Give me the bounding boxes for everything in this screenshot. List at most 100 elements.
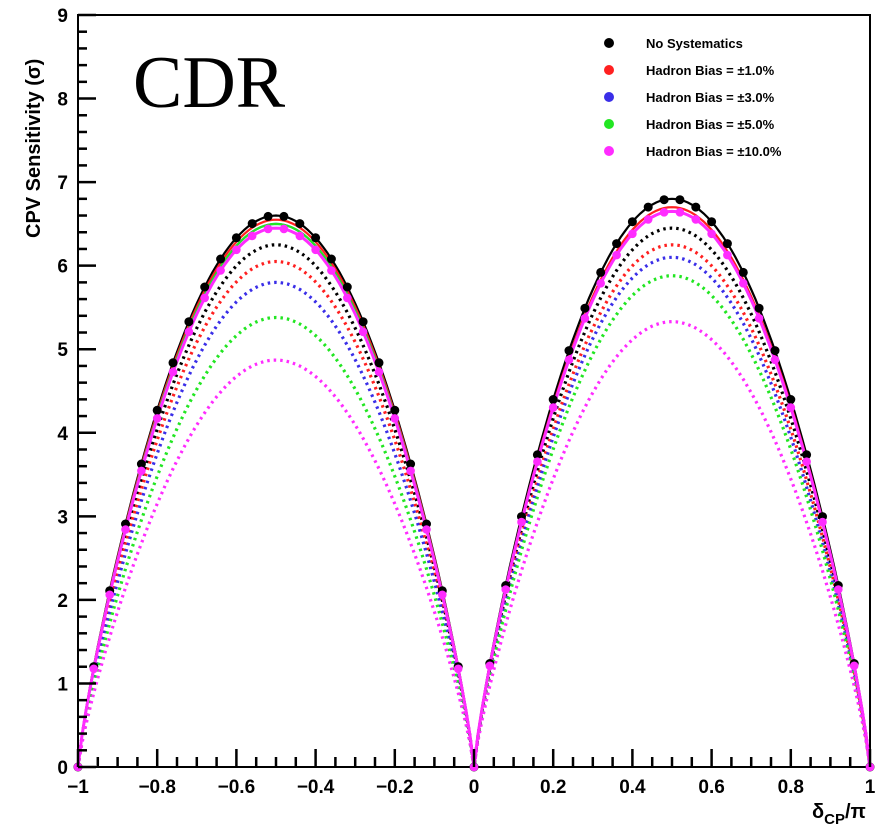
data-point [548,395,558,404]
plot-frame [77,14,871,768]
legend-label: Hadron Bias = ±5.0% [646,117,775,132]
data-point [723,250,732,260]
x-tick-label: −0.6 [218,777,256,798]
data-point [628,229,637,239]
data-point [311,233,321,243]
data-point [326,254,336,264]
data-point [216,266,225,275]
data-point [168,367,178,377]
legend-label: Hadron Bias = ±10.0% [646,144,782,159]
data-point [184,317,194,327]
data-point [596,279,605,288]
data-point [374,358,384,368]
data-point [295,231,305,241]
data-point [406,466,415,476]
data-point [438,590,447,600]
data-point [643,215,653,224]
y-axis-title: CPV Sensitivity (σ) [23,59,45,238]
y-tick-label: 3 [57,507,68,528]
data-point [152,414,162,423]
data-point [485,661,495,671]
data-point [834,585,843,594]
x-tick-label: −0.2 [376,777,414,798]
legend-marker [604,65,614,75]
data-point [231,233,241,243]
data-point [232,245,241,255]
y-tick-label: 5 [57,340,68,361]
data-point [342,282,352,292]
data-point [612,250,621,260]
data-point [279,211,289,221]
x-tick-label: 1 [865,777,876,798]
data-point [200,282,210,292]
x-tick-label: −0.8 [138,777,176,798]
data-point [739,279,748,288]
data-point [89,664,99,674]
legend-marker [604,92,614,102]
cdr-annotation: CDR [133,42,286,124]
legend-label: Hadron Bias = ±1.0% [646,63,775,78]
data-point [247,231,257,241]
data-point [802,457,811,467]
data-point [580,314,590,323]
legend-marker [604,146,614,156]
x-tick-label: −1 [67,777,89,798]
data-point [168,358,178,368]
data-point [722,239,732,249]
data-point [818,517,827,527]
dotted-curve-4 [76,274,872,768]
data-point [137,466,146,476]
data-point [184,327,194,337]
legend: No Systematics Hadron Bias = ±1.0% Hadron … [604,36,782,159]
axis-layer: −1 −0.8 −0.6 −0.4 −0.2 0 0.2 0.4 0.6 0.8 1 0 1 2 3 4 5 6 7… [57,6,875,798]
data-point [453,664,463,674]
data-point [152,405,162,415]
data-point [390,414,400,423]
data-point [612,239,622,249]
data-point [247,219,257,229]
x-axis-title: δCP/π [812,801,866,828]
data-point [121,525,130,534]
data-point [548,403,558,412]
y-tick-label: 6 [57,257,68,278]
data-point [295,219,305,229]
data-point [754,303,764,313]
data-point [691,202,701,212]
data-point [517,517,526,527]
data-point [501,585,511,594]
data-point [675,208,685,217]
x-tick-label: 0.8 [778,777,804,798]
data-point [406,459,416,469]
data-point [786,395,796,404]
data-point [707,217,717,227]
data-point [627,217,637,227]
data-point [358,317,368,327]
data-point [532,450,542,460]
data-point [770,355,780,365]
legend-marker [604,38,614,48]
legend-label: No Systematics [646,36,743,51]
x-tick-label: 0 [469,777,480,798]
y-tick-label: 2 [57,591,68,612]
x-tick-label: −0.4 [297,777,335,798]
y-tick-label: 4 [57,424,68,445]
data-point [691,215,701,224]
dotted-curve-2 [76,243,872,768]
data-point [754,314,764,323]
y-tick-label: 1 [57,674,68,695]
data-point [263,224,273,234]
data-point [358,327,368,337]
data-point [105,590,114,600]
data-point [786,403,796,412]
data-point [707,229,716,239]
data-point [849,661,859,671]
data-point [422,525,431,534]
data-point [802,450,812,460]
data-point [675,195,685,205]
data-point [390,405,400,415]
data-point [738,267,748,277]
y-tick-label: 8 [57,90,68,111]
data-point [279,224,289,234]
x-tick-label: 0.2 [540,777,566,798]
data-point [311,245,320,255]
